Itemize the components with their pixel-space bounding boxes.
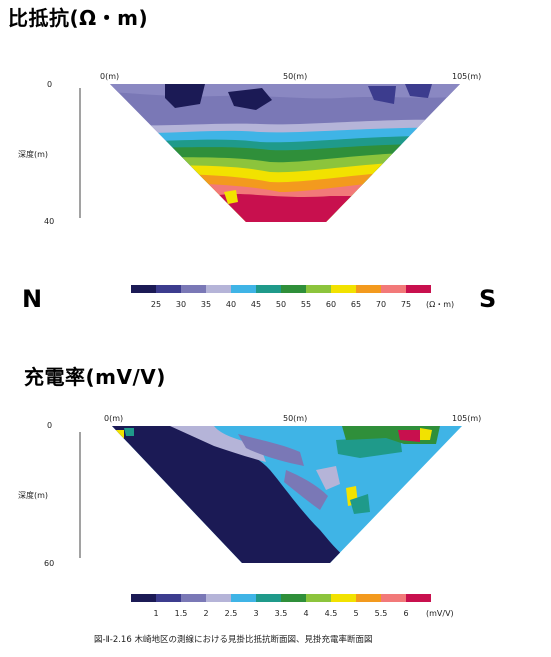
chargeability-scale-label: 3.5 <box>275 609 288 618</box>
chargeability-depth-bottom: 60 <box>44 559 54 568</box>
chargeability-scale-swatch <box>406 594 431 602</box>
chargeability-scale <box>131 594 431 602</box>
resistivity-scale-label: 75 <box>401 300 411 309</box>
chargeability-distance-end: 105(m) <box>452 414 481 423</box>
resistivity-scale-label: 30 <box>176 300 186 309</box>
chargeability-scale-swatch <box>356 594 381 602</box>
south-label: S <box>479 285 496 313</box>
resistivity-scale-label: 25 <box>151 300 161 309</box>
chargeability-depth-top: 0 <box>47 421 52 430</box>
resistivity-scale-swatch <box>256 285 281 293</box>
chargeability-scale-label: 4.5 <box>325 609 338 618</box>
resistivity-distance-start: 0(m) <box>100 72 119 81</box>
chargeability-scale-swatch <box>331 594 356 602</box>
chargeability-section <box>112 426 462 563</box>
resistivity-scale-swatch <box>356 285 381 293</box>
resistivity-scale-label: 70 <box>376 300 386 309</box>
resistivity-scale-swatch <box>181 285 206 293</box>
resistivity-scale-label: 55 <box>301 300 311 309</box>
resistivity-scale-label: 60 <box>326 300 336 309</box>
chargeability-scale-label: 6 <box>403 609 408 618</box>
resistivity-scale-swatch <box>306 285 331 293</box>
chargeability-scale-swatch <box>256 594 281 602</box>
chargeability-scale-label: 2 <box>203 609 208 618</box>
resistivity-scale-unit: (Ω・m) <box>426 300 454 309</box>
resistivity-depth-bottom: 40 <box>44 217 54 226</box>
chargeability-scale-label: 1.5 <box>175 609 188 618</box>
resistivity-depth-top: 0 <box>47 80 52 89</box>
chargeability-scale-label: 3 <box>253 609 258 618</box>
chargeability-scale-unit: (mV/V) <box>426 609 454 618</box>
resistivity-scale-label: 50 <box>276 300 286 309</box>
chargeability-scale-label: 4 <box>303 609 308 618</box>
resistivity-scale-swatch <box>156 285 181 293</box>
chargeability-title: 充電率(mV/V) <box>24 365 166 389</box>
chargeability-scale-swatch <box>231 594 256 602</box>
resistivity-depth-label: 深度(m) <box>18 149 48 159</box>
chargeability-scale-swatch <box>306 594 331 602</box>
resistivity-scale <box>131 285 431 293</box>
resistivity-distance-mid: 50(m) <box>283 72 307 81</box>
resistivity-scale-swatch <box>381 285 406 293</box>
resistivity-scale-label: 45 <box>251 300 261 309</box>
resistivity-scale-label: 40 <box>226 300 236 309</box>
chargeability-scale-label: 1 <box>153 609 158 618</box>
resistivity-scale-swatch <box>206 285 231 293</box>
resistivity-distance-end: 105(m) <box>452 72 481 81</box>
figure-caption: 図-Ⅱ-2.16 木崎地区の測線における見掛比抵抗断面図、見掛充電率断面図 <box>94 634 372 645</box>
chargeability-scale-label: 5.5 <box>375 609 388 618</box>
resistivity-scale-label: 35 <box>201 300 211 309</box>
resistivity-scale-swatch <box>131 285 156 293</box>
chargeability-scale-swatch <box>281 594 306 602</box>
chargeability-scale-swatch <box>206 594 231 602</box>
north-label: N <box>22 285 42 313</box>
chargeability-scale-swatch <box>181 594 206 602</box>
resistivity-scale-label: 65 <box>351 300 361 309</box>
chargeability-scale-label: 2.5 <box>225 609 238 618</box>
resistivity-scale-swatch <box>406 285 431 293</box>
chargeability-distance-mid: 50(m) <box>283 414 307 423</box>
chargeability-distance-start: 0(m) <box>104 414 123 423</box>
chargeability-scale-swatch <box>156 594 181 602</box>
chargeability-scale-label: 5 <box>353 609 358 618</box>
resistivity-scale-swatch <box>331 285 356 293</box>
resistivity-scale-swatch <box>231 285 256 293</box>
resistivity-scale-swatch <box>281 285 306 293</box>
chargeability-scale-swatch <box>131 594 156 602</box>
chargeability-depth-label: 深度(m) <box>18 490 48 500</box>
resistivity-title: 比抵抗(Ω・m) <box>8 6 148 30</box>
resistivity-section <box>110 84 460 222</box>
chargeability-scale-swatch <box>381 594 406 602</box>
